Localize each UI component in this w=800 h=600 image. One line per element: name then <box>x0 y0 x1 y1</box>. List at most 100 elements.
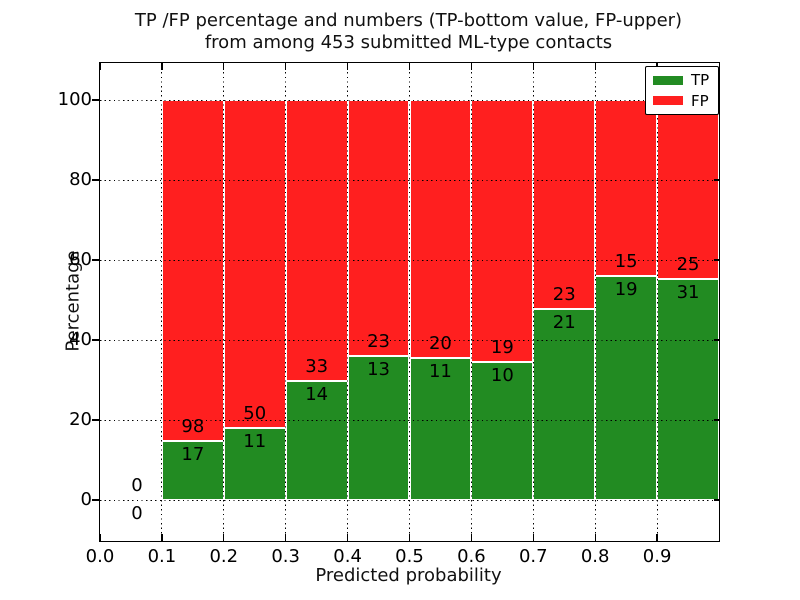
x-tick-label: 0.6 <box>457 546 486 567</box>
fp-bar-segment <box>657 100 719 279</box>
y-tick-mark-right <box>714 499 719 501</box>
tp-count-label: 11 <box>428 361 452 383</box>
x-tick-mark-top <box>470 63 473 70</box>
y-tick-label: 80 <box>69 169 92 190</box>
x-gridline <box>285 63 287 541</box>
chart-title-line1: TP /FP percentage and numbers (TP-bottom… <box>134 10 683 31</box>
x-tick-mark-top <box>161 63 163 70</box>
x-tick-mark-top <box>223 63 225 70</box>
tp-count-label: 17 <box>181 443 205 465</box>
tp-bar-segment <box>161 440 224 500</box>
x-axis-label: Predicted probability <box>315 565 502 586</box>
tp-count-label: 11 <box>243 430 267 452</box>
x-tick-mark <box>656 534 658 541</box>
x-gridline <box>470 63 472 541</box>
fp-bar-segment <box>285 100 348 381</box>
y-tick-mark <box>91 339 99 341</box>
x-tick-mark <box>470 534 473 541</box>
tp-bar-segment <box>533 309 596 500</box>
fp-bar-segment <box>347 100 410 356</box>
legend-item: FP <box>646 93 718 109</box>
plot-area: 0.0 0.1 0.2 0.3 0.4 0.5 0.6 0.7 0.8 0.9 0 20 40 60 80 1… <box>58 62 720 567</box>
tp-count-label: 21 <box>552 312 576 334</box>
fp-count-label: 0 <box>131 475 143 496</box>
x-tick-mark <box>594 534 596 541</box>
y-tick-mark <box>91 499 99 501</box>
tp-bar-segment <box>657 278 719 500</box>
x-gridline <box>532 63 534 541</box>
tp-legend-swatch <box>653 75 683 85</box>
y-tick-mark-right <box>714 339 719 341</box>
y-tick-mark <box>91 179 99 181</box>
y-tick-label: 0 <box>80 489 92 510</box>
x-gridline <box>161 63 163 541</box>
x-tick-mark <box>161 534 163 541</box>
fp-bar-segment <box>223 100 286 428</box>
x-tick-label: 0.9 <box>642 546 672 567</box>
fp-count-label: 25 <box>676 253 700 275</box>
fp-count-label: 98 <box>181 415 205 437</box>
fp-count-label: 50 <box>243 402 267 424</box>
x-tick-mark <box>223 534 225 541</box>
y-tick-label: 60 <box>69 249 92 270</box>
y-tick-mark <box>91 99 99 101</box>
tp-count-label: 14 <box>305 383 329 405</box>
tp-count-label: 0 <box>131 503 143 524</box>
x-tick-mark-top <box>285 63 287 70</box>
x-tick-mark <box>99 534 101 541</box>
x-tick-label: 0.8 <box>580 546 610 567</box>
fp-count-label: 20 <box>428 333 452 355</box>
fp-count-label: 19 <box>490 337 514 359</box>
x-tick-label: 0.7 <box>518 546 548 567</box>
fp-count-label: 23 <box>367 330 390 352</box>
tp-count-label: 19 <box>614 279 638 301</box>
x-tick-label: 0.1 <box>147 546 177 567</box>
x-tick-mark <box>408 534 411 541</box>
y-tick-mark-right <box>714 259 719 261</box>
x-tick-label: 0.5 <box>395 546 424 567</box>
x-tick-mark <box>532 534 534 541</box>
fp-bar-segment <box>471 100 534 363</box>
x-gridline <box>223 63 225 541</box>
y-tick-label: 20 <box>69 409 92 430</box>
tp-count-label: 31 <box>676 281 700 303</box>
fp-bar-segment <box>409 100 472 359</box>
x-gridline <box>347 63 349 541</box>
fp-bar-segment <box>595 100 658 277</box>
x-tick-mark-top <box>99 63 101 70</box>
y-tick-mark-right <box>714 419 719 421</box>
tp-bar-segment <box>223 427 286 500</box>
y-tick-label: 40 <box>69 329 92 350</box>
fp-bar-segment <box>533 100 596 310</box>
x-tick-mark <box>285 534 287 541</box>
x-tick-mark-top <box>532 63 534 70</box>
tp-bar-segment <box>595 276 658 500</box>
fp-count-label: 15 <box>614 251 638 273</box>
x-tick-mark <box>346 534 349 541</box>
x-gridline <box>656 63 658 541</box>
x-tick-label: 0.0 <box>85 546 115 567</box>
tp-bar-segment <box>409 358 472 500</box>
chart-title: TP /FP percentage and numbers (TP-bottom… <box>99 10 718 54</box>
y-tick-mark <box>91 419 99 421</box>
y-tick-mark <box>91 259 99 261</box>
x-tick-mark-top <box>408 63 411 70</box>
legend-label: FP <box>691 91 709 110</box>
legend-label: TP <box>691 71 710 90</box>
y-tick-mark-right <box>714 179 719 181</box>
fp-count-label: 33 <box>305 355 329 377</box>
tp-count-label: 10 <box>490 365 514 387</box>
fp-legend-swatch <box>653 96 683 106</box>
x-tick-label: 0.2 <box>209 546 239 567</box>
tp-count-label: 13 <box>367 358 390 380</box>
legend: TP FP <box>645 66 719 115</box>
x-tick-label: 0.4 <box>333 546 362 567</box>
x-tick-mark-top <box>346 63 349 70</box>
fp-bar-segment <box>161 100 224 441</box>
chart-title-line2: from among 453 submitted ML-type contact… <box>204 32 613 53</box>
x-tick-mark-top <box>594 63 596 70</box>
fp-count-label: 23 <box>552 284 576 306</box>
y-tick-label: 100 <box>57 89 92 110</box>
x-gridline <box>409 63 410 541</box>
